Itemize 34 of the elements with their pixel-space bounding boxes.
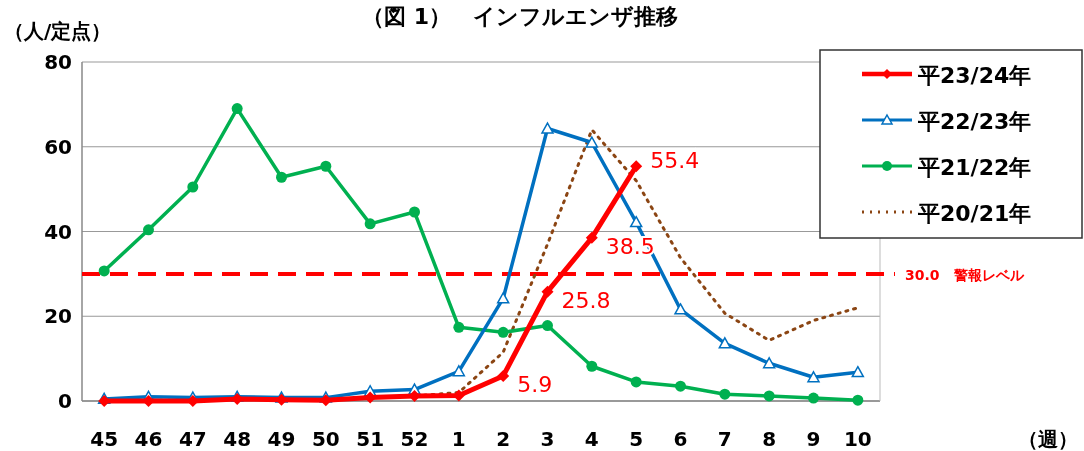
- y-tick-label: 80: [44, 50, 72, 74]
- x-tick-label: 4: [584, 427, 599, 451]
- x-tick-label: 5: [629, 427, 644, 451]
- x-tick-label: 2: [496, 427, 511, 451]
- x-tick-label: 8: [762, 427, 777, 451]
- legend-label: 平23/24年: [917, 63, 1032, 88]
- x-tick-label: 7: [717, 427, 732, 451]
- x-tick-label: 9: [806, 427, 821, 451]
- x-tick-label: 51: [356, 427, 385, 451]
- y-tick-label: 0: [58, 389, 72, 413]
- legend-label: 平22/23年: [917, 109, 1032, 134]
- y-axis-title: （人/定点）: [4, 19, 112, 43]
- text: （週）: [1018, 427, 1078, 451]
- x-tick-label: 1: [451, 427, 466, 451]
- x-tick-label: 46: [134, 427, 163, 451]
- x-tick-label: 48: [223, 427, 252, 451]
- x-tick-label: 10: [843, 427, 872, 451]
- x-tick-label: 50: [311, 427, 340, 451]
- x-tick-label: 52: [400, 427, 429, 451]
- data-label: 55.4: [650, 148, 700, 174]
- x-tick-label: 6: [673, 427, 688, 451]
- y-tick-label: 60: [44, 134, 72, 159]
- x-tick-label: 49: [267, 427, 296, 451]
- legend-label: 平20/21年: [917, 201, 1032, 226]
- data-label: 5.9: [517, 372, 553, 397]
- chart-title: （図 1） インフルエンザ推移: [362, 4, 678, 29]
- data-label: 25.8: [561, 287, 611, 313]
- y-tick-label: 20: [44, 304, 72, 329]
- x-tick-label: 45: [90, 427, 119, 451]
- y-tick-label: 40: [44, 219, 72, 244]
- x-tick-label: 3: [540, 427, 555, 451]
- legend-label: 平21/22年: [917, 155, 1032, 180]
- x-tick-label: 47: [178, 427, 207, 451]
- ref-line-label: 30.0 警報レベル: [905, 266, 1025, 283]
